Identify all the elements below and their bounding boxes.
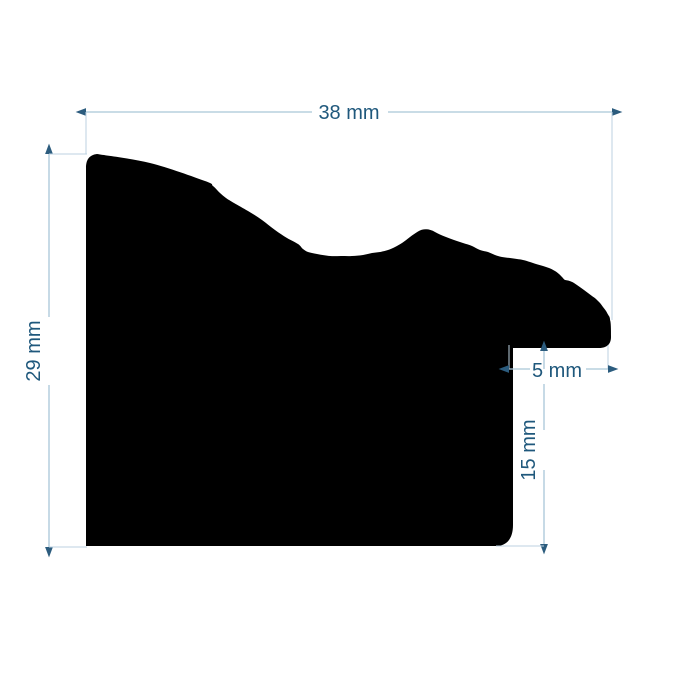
svg-text:5 mm: 5 mm [532, 360, 582, 382]
svg-text:38 mm: 38 mm [318, 102, 379, 124]
svg-text:29 mm: 29 mm [23, 320, 45, 381]
svg-text:15 mm: 15 mm [518, 419, 540, 480]
